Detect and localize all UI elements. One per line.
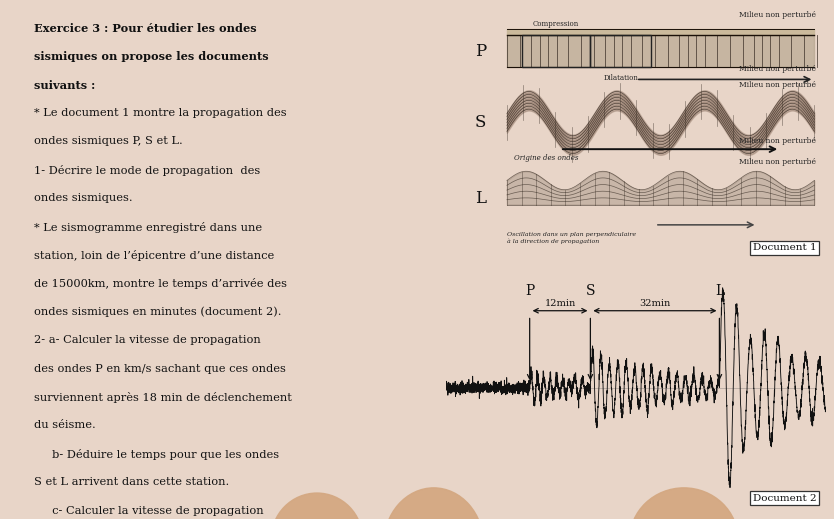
Text: Document 2: Document 2 bbox=[752, 494, 816, 502]
Text: des ondes P en km/s sachant que ces ondes: des ondes P en km/s sachant que ces onde… bbox=[34, 364, 286, 374]
Text: Dilatation: Dilatation bbox=[603, 74, 638, 83]
Text: 1- Décrire le mode de propagation  des: 1- Décrire le mode de propagation des bbox=[34, 165, 260, 176]
Text: b- Déduire le temps pour que les ondes: b- Déduire le temps pour que les ondes bbox=[34, 449, 279, 460]
Text: suivants :: suivants : bbox=[34, 79, 96, 91]
Text: L: L bbox=[475, 190, 486, 208]
Text: Milieu non perturbé: Milieu non perturbé bbox=[739, 65, 816, 73]
Text: S: S bbox=[585, 284, 595, 298]
Text: Origine des ondes: Origine des ondes bbox=[515, 154, 579, 161]
Text: Exercice 3 : Pour étudier les ondes: Exercice 3 : Pour étudier les ondes bbox=[34, 23, 257, 34]
Text: surviennent après 18 min de déclenchement: surviennent après 18 min de déclenchemen… bbox=[34, 392, 292, 403]
Text: ondes sismiques.: ondes sismiques. bbox=[34, 193, 133, 203]
Ellipse shape bbox=[271, 493, 363, 519]
Bar bbox=[590, 35, 651, 67]
Text: du séisme.: du séisme. bbox=[34, 420, 96, 430]
Text: ondes sismiques P, S et L.: ondes sismiques P, S et L. bbox=[34, 136, 183, 146]
Text: P: P bbox=[475, 43, 486, 60]
Text: ondes sismiques en minutes (document 2).: ondes sismiques en minutes (document 2). bbox=[34, 307, 282, 318]
Text: Compression: Compression bbox=[533, 20, 580, 28]
Text: Milieu non perturbé: Milieu non perturbé bbox=[739, 158, 816, 166]
Text: Milieu non perturbé: Milieu non perturbé bbox=[739, 81, 816, 89]
Text: station, loin de l’épicentre d’une distance: station, loin de l’épicentre d’une dista… bbox=[34, 250, 274, 261]
Ellipse shape bbox=[630, 488, 738, 519]
Text: S et L arrivent dans cette station.: S et L arrivent dans cette station. bbox=[34, 477, 229, 487]
Text: Milieu non perturbé: Milieu non perturbé bbox=[739, 11, 816, 19]
Bar bbox=[522, 35, 590, 67]
Text: S: S bbox=[475, 114, 486, 131]
Text: * Le document 1 montre la propagation des: * Le document 1 montre la propagation de… bbox=[34, 108, 287, 118]
Text: sismiques on propose les documents: sismiques on propose les documents bbox=[34, 51, 269, 62]
Text: * Le sismogramme enregistré dans une: * Le sismogramme enregistré dans une bbox=[34, 222, 263, 233]
Text: 32min: 32min bbox=[640, 298, 671, 308]
Text: L: L bbox=[715, 284, 724, 298]
Text: c- Calculer la vitesse de propagation: c- Calculer la vitesse de propagation bbox=[34, 506, 264, 516]
Ellipse shape bbox=[384, 488, 484, 519]
Text: de 15000km, montre le temps d’arrivée des: de 15000km, montre le temps d’arrivée de… bbox=[34, 278, 288, 290]
Text: 12min: 12min bbox=[545, 298, 575, 308]
Text: Milieu non perturbé: Milieu non perturbé bbox=[739, 136, 816, 145]
Text: Oscillation dans un plan perpendiculaire
à la direction de propagation: Oscillation dans un plan perpendiculaire… bbox=[507, 233, 636, 243]
Text: P: P bbox=[525, 284, 535, 298]
Text: Document 1: Document 1 bbox=[752, 243, 816, 252]
Text: 2- a- Calculer la vitesse de propagation: 2- a- Calculer la vitesse de propagation bbox=[34, 335, 261, 345]
